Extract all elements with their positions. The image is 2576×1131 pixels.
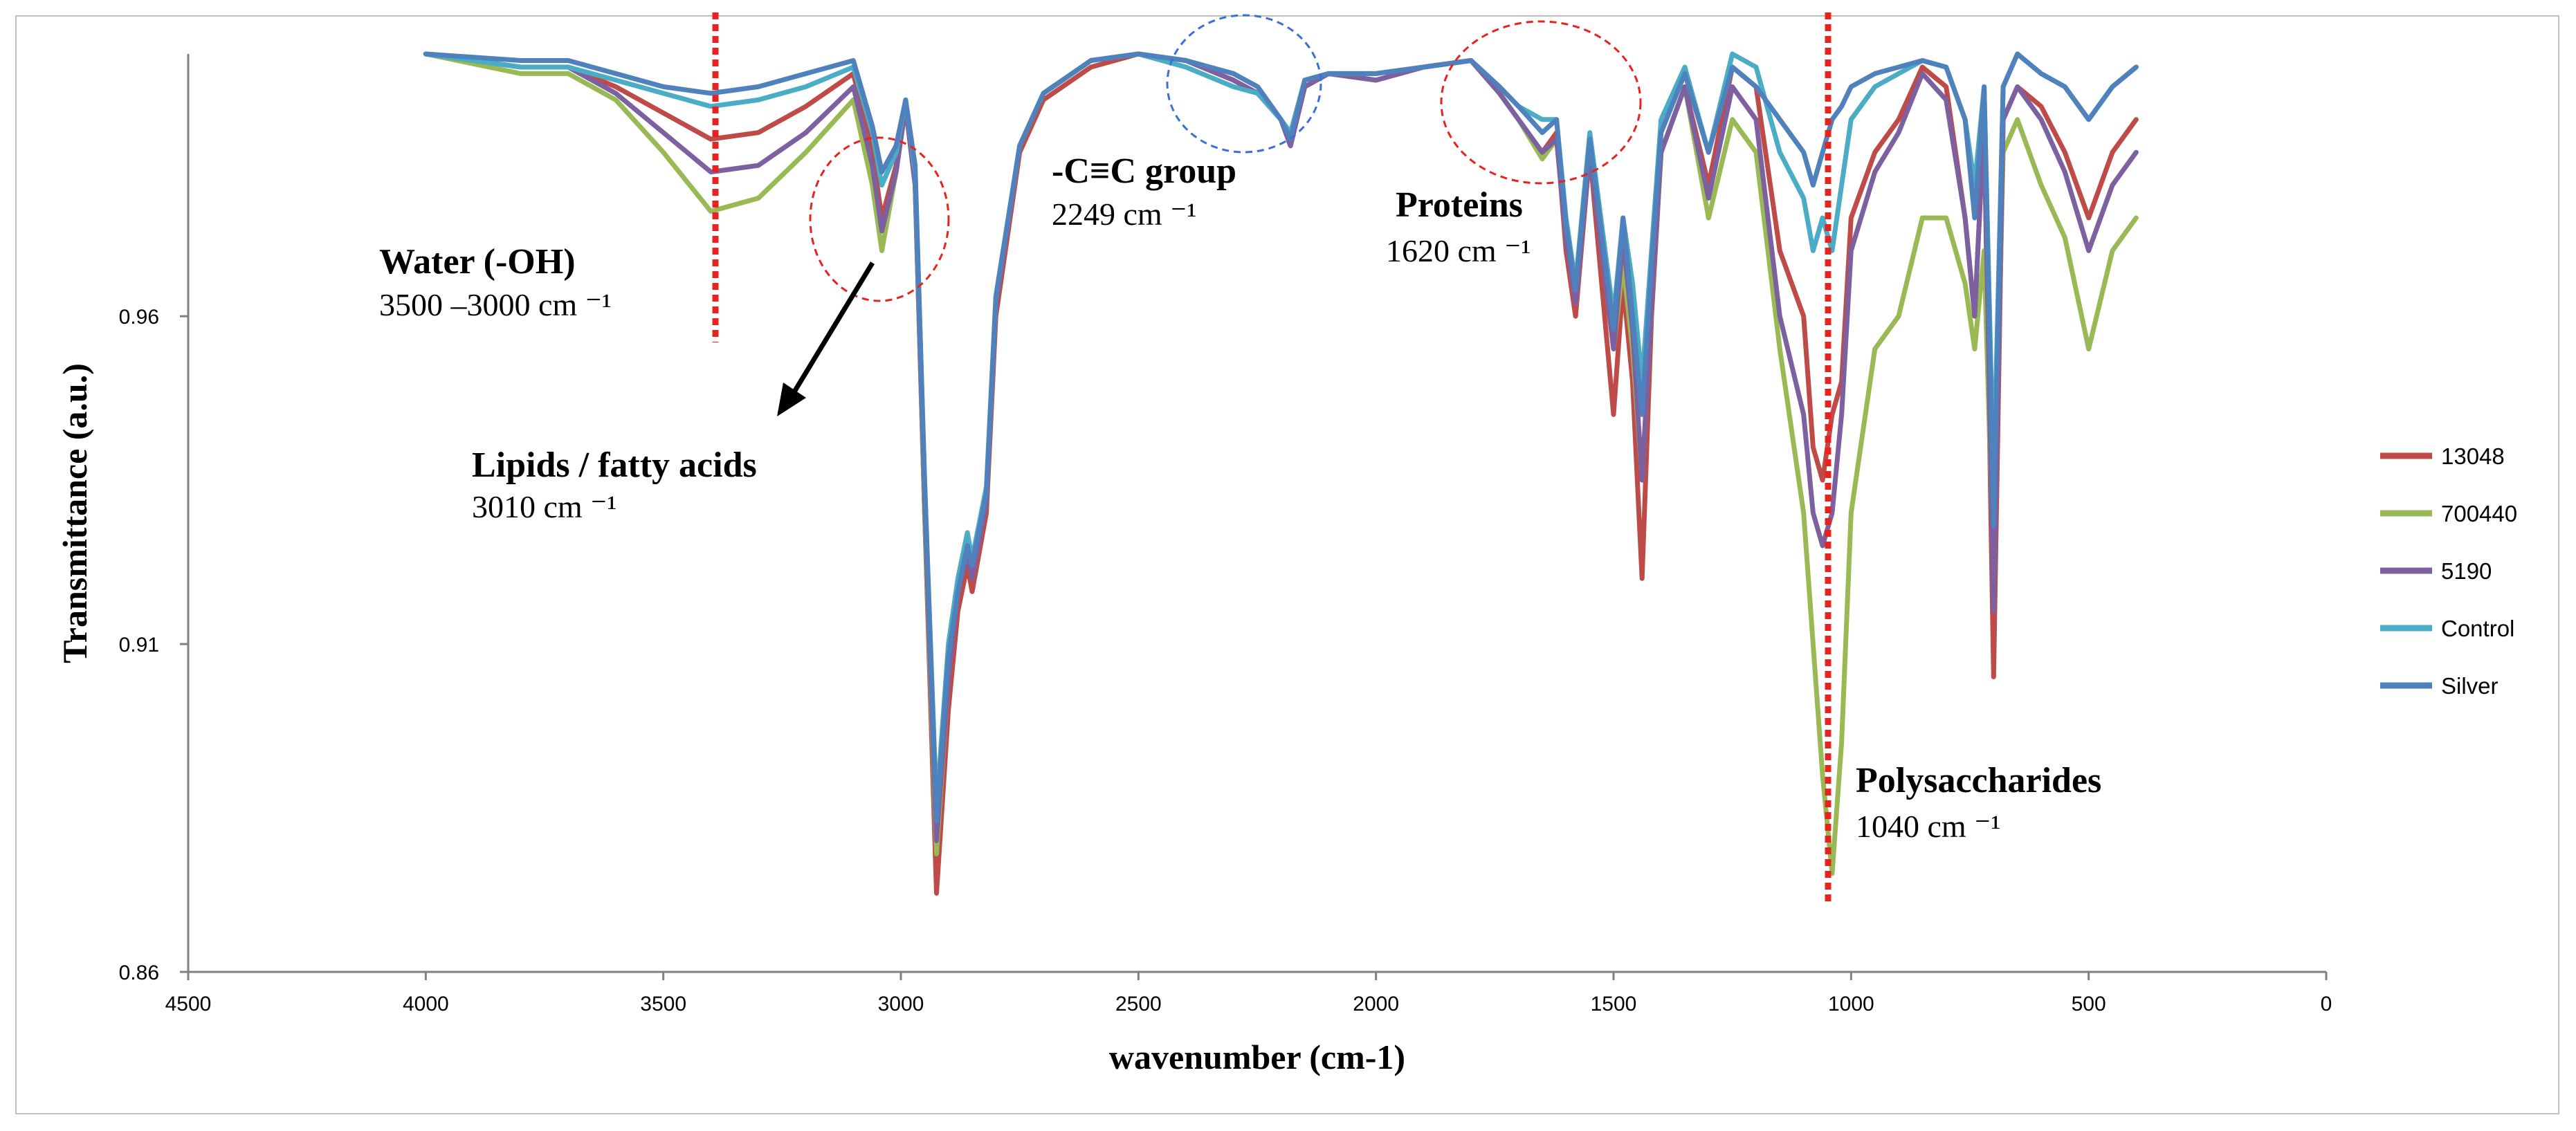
x-axis-title: wavenumber (cm-1) [1109,1038,1405,1076]
legend-label-silver: Silver [2441,673,2499,699]
annotation-water-range: 3500 –3000 cm ⁻¹ [379,287,612,322]
annotation-alkyne-title: -C≡C group [1052,151,1236,191]
x-tick-label: 4000 [403,993,449,1015]
annotation-polysaccharides-title: Polysaccharides [1856,761,2101,800]
legend: 13048 700440 5190 Control Silver [2380,443,2517,699]
plot-lines [423,51,2139,896]
legend-label-13048: 13048 [2441,443,2505,469]
y-tick-label: 0.86 [119,962,159,984]
annotation-alkyne-wavenumber: 2249 cm ⁻¹ [1052,196,1196,232]
legend-label-control: Control [2441,616,2514,641]
legend-label-5190: 5190 [2441,558,2492,584]
x-tick-label: 0 [2321,993,2332,1015]
annotations: Water (-OH) 3500 –3000 cm ⁻¹ Lipids / fa… [379,151,2101,844]
annotation-polysaccharides-wavenumber: 1040 cm ⁻¹ [1856,809,2000,844]
series-line-silver [423,51,2139,824]
annotation-lipids-title: Lipids / fatty acids [472,445,757,485]
axes [187,54,2326,973]
y-ticks: 0.86 0.91 0.96 [119,306,188,984]
x-tick-label: 3500 [640,993,686,1015]
legend-label-700440: 700440 [2441,501,2517,526]
lipids-circle [809,136,950,302]
x-tick-label: 1500 [1591,993,1637,1015]
x-tick-label: 4500 [165,993,212,1015]
x-ticks: 4500 4000 3500 3000 2500 2000 1500 1000 500 0 [165,972,2332,1015]
alkyne-circle [1166,14,1322,154]
y-axis-title: Transmittance (a.u.) [55,363,94,663]
annotation-markers [712,12,1831,906]
chart-frame [15,15,2559,1114]
y-tick-label: 0.91 [119,634,159,656]
x-tick-label: 2000 [1353,993,1399,1015]
x-tick-label: 2500 [1115,993,1162,1015]
annotation-water-title: Water (-OH) [379,242,576,282]
proteins-circle [1440,20,1642,185]
lipids-arrow-head [777,383,806,416]
x-tick-label: 500 [2072,993,2106,1015]
y-tick-label: 0.96 [119,306,159,329]
lipids-arrow-shaft [792,261,875,394]
x-tick-label: 1000 [1828,993,1874,1015]
annotation-lipids-wavenumber: 3010 cm ⁻¹ [472,489,616,524]
annotation-proteins-title: Proteins [1396,185,1523,225]
annotation-proteins-wavenumber: 1620 cm ⁻¹ [1386,233,1531,268]
x-tick-label: 3000 [878,993,924,1015]
